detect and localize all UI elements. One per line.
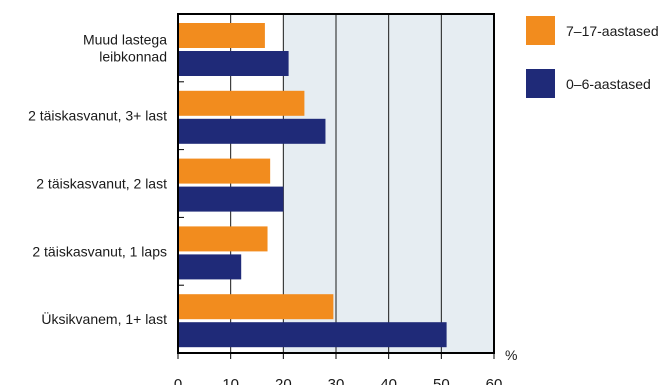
bar-navy-2 — [178, 186, 284, 212]
bar-orange-0 — [178, 23, 265, 48]
category-label-3-line-0: 2 täiskasvanut, 1 laps — [32, 243, 167, 259]
bar-navy-4 — [178, 322, 447, 348]
x-tick-label-0: 0 — [174, 376, 182, 385]
x-tick-label-60: 60 — [486, 376, 503, 385]
bar-navy-0 — [178, 51, 289, 76]
x-tick-label-20: 20 — [275, 376, 292, 385]
category-label-2-line-0: 2 täiskasvanut, 2 last — [36, 176, 167, 192]
bar-navy-1 — [178, 118, 326, 144]
bars — [178, 23, 447, 348]
x-unit-label: % — [505, 347, 517, 363]
bar-orange-1 — [178, 90, 305, 116]
x-tick-label-10: 10 — [222, 376, 239, 385]
bar-orange-2 — [178, 158, 271, 184]
x-tick-label-40: 40 — [380, 376, 397, 385]
bar-navy-3 — [178, 254, 242, 280]
legend-swatch-0 — [526, 16, 555, 45]
category-label-1-line-0: 2 täiskasvanut, 3+ last — [28, 108, 167, 124]
bar-orange-3 — [178, 226, 268, 252]
category-label-0-line-0: Muud lastega — [83, 31, 167, 47]
x-tick-label-30: 30 — [328, 376, 345, 385]
category-label-0-line-1: leibkonnad — [99, 48, 167, 64]
x-tick-labels: 0 10 20 30 40 50 60 — [174, 353, 503, 385]
legend: 7–17-aastased 0–6-aastased — [526, 16, 659, 98]
category-label-4-line-0: Üksikvanem, 1+ last — [41, 310, 167, 327]
category-ticks — [178, 81, 184, 286]
x-tick-label-50: 50 — [433, 376, 450, 385]
legend-swatch-1 — [526, 69, 555, 98]
legend-label-0: 7–17-aastased — [566, 23, 659, 39]
bar-orange-4 — [178, 294, 334, 320]
legend-label-1: 0–6-aastased — [566, 76, 651, 92]
